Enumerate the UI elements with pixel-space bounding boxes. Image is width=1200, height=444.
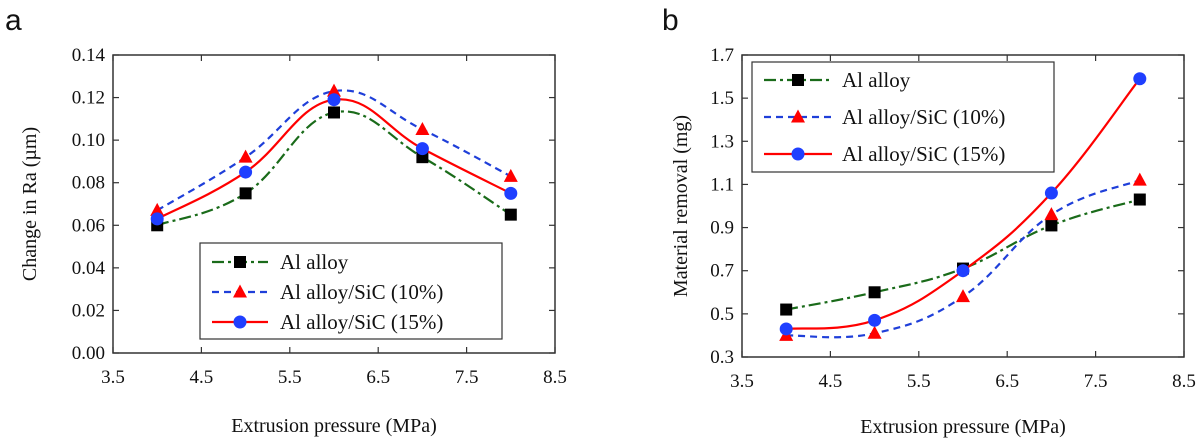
panel-b-x-axis-label: Extrusion pressure (MPa) (860, 416, 1066, 438)
panel-a-x-ticks: 3.5 4.5 5.5 6.5 7.5 8.5 (101, 55, 567, 388)
panel-b-series-layer (779, 72, 1147, 341)
y-tick-label: 0.08 (72, 173, 105, 194)
series-1-point (868, 286, 881, 299)
series-2-point (867, 325, 882, 339)
panel-b-x-ticks: 3.5 4.5 5.5 6.5 7.5 8.5 (730, 55, 1196, 392)
y-tick-label: 0.7 (710, 261, 734, 282)
x-tick-label: 6.5 (366, 367, 390, 388)
y-tick-label: 0.06 (72, 215, 105, 236)
panel-a-x-axis-label: Extrusion pressure (MPa) (231, 415, 437, 437)
legend-label-3: Al alloy/SiC (15%) (280, 310, 443, 334)
series-1-point (504, 208, 517, 221)
series-3-point (1044, 186, 1058, 200)
panel-b: b 0.3 0.5 0.7 0.9 1.1 1.3 1.5 1.7 3.5 4.5 5.5 6.5 7… (662, 4, 1196, 438)
x-tick-label: 7.5 (455, 367, 479, 388)
panel-b-legend-rows: Al alloy Al alloy/SiC (10%) Al alloy/SiC (… (764, 68, 1005, 166)
x-tick-label: 5.5 (278, 367, 302, 388)
panel-a-legend-rows: Al alloy Al alloy/SiC (10%) Al alloy/SiC (… (212, 250, 443, 334)
series-2-point (150, 202, 165, 216)
panel-a-y-axis-label: Change in Ra (µm) (19, 127, 41, 281)
series-3-point (150, 212, 164, 226)
y-tick-label: 0.04 (72, 258, 106, 279)
x-tick-label: 5.5 (907, 371, 931, 392)
panel-b-legend: Al alloy Al alloy/SiC (10%) Al alloy/SiC (… (751, 61, 1055, 173)
y-tick-label: 0.5 (710, 304, 734, 325)
x-tick-label: 7.5 (1084, 371, 1108, 392)
series-3-point (504, 186, 518, 200)
panel-a-y-ticks: 0.00 0.02 0.04 0.06 0.08 0.10 0.12 0.14 (72, 45, 555, 364)
series-1-point (328, 106, 340, 119)
series-2-point (327, 83, 341, 97)
legend-marker-1 (792, 74, 804, 86)
series-3-point (956, 264, 970, 278)
series-2-point (1044, 207, 1059, 221)
series-3-point (239, 165, 253, 179)
panel-b-y-ticks: 0.3 0.5 0.7 0.9 1.1 1.3 1.5 1.7 (710, 45, 1184, 368)
series-2-point (238, 149, 253, 163)
series-3-point (1133, 72, 1147, 86)
x-tick-label: 4.5 (819, 371, 843, 392)
y-tick-label: 1.3 (710, 131, 734, 152)
series-2-point (1132, 172, 1147, 186)
series-3-point (415, 142, 429, 156)
panel-a-legend: Al alloy Al alloy/SiC (10%) Al alloy/SiC (… (199, 242, 503, 340)
series-3-point (868, 313, 882, 327)
legend-marker-2 (791, 109, 805, 123)
series-3-point (327, 93, 341, 107)
x-tick-label: 8.5 (543, 367, 567, 388)
y-tick-label: 0.10 (72, 130, 105, 151)
y-tick-label: 1.1 (710, 174, 734, 195)
y-tick-label: 1.5 (710, 88, 734, 109)
y-tick-label: 0.9 (710, 218, 734, 239)
legend-marker-3 (233, 315, 247, 329)
series-line-2 (156, 89, 512, 212)
x-tick-label: 3.5 (101, 367, 125, 388)
series-2-point (503, 168, 518, 182)
x-tick-label: 3.5 (730, 371, 754, 392)
legend-marker-2 (233, 284, 247, 298)
y-tick-label: 1.7 (710, 45, 734, 66)
series-1-point (1045, 219, 1058, 232)
panel-a-letter: a (5, 4, 22, 37)
y-tick-label: 0.3 (710, 347, 734, 368)
y-tick-label: 0.02 (72, 300, 105, 321)
series-2-point (956, 289, 970, 303)
x-tick-label: 8.5 (1172, 371, 1196, 392)
series-3-point (779, 322, 793, 336)
series-1-point (1133, 193, 1146, 206)
legend-label-1: Al alloy (842, 68, 911, 92)
x-tick-label: 6.5 (995, 371, 1019, 392)
series-1-point (780, 303, 793, 316)
legend-marker-3 (791, 147, 805, 161)
y-tick-label: 0.14 (72, 45, 106, 66)
legend-label-2: Al alloy/SiC (10%) (280, 280, 443, 304)
y-tick-label: 0.00 (72, 343, 105, 364)
legend-label-2: Al alloy/SiC (10%) (842, 105, 1005, 129)
panel-a: a 0.00 0.02 0.04 0.06 0.08 0.10 0.12 0.14 3.5 4.… (5, 4, 567, 437)
panel-a-series-layer (150, 83, 518, 232)
legend-label-1: Al alloy (280, 250, 349, 274)
legend-marker-1 (234, 256, 246, 268)
series-2-point (415, 122, 430, 135)
series-1-point (239, 187, 252, 200)
y-tick-label: 0.12 (72, 88, 105, 109)
legend-label-3: Al alloy/SiC (15%) (842, 142, 1005, 166)
panel-b-y-axis-label: Material removal (mg) (670, 115, 692, 297)
x-tick-label: 4.5 (190, 367, 214, 388)
panel-b-letter: b (662, 4, 679, 37)
